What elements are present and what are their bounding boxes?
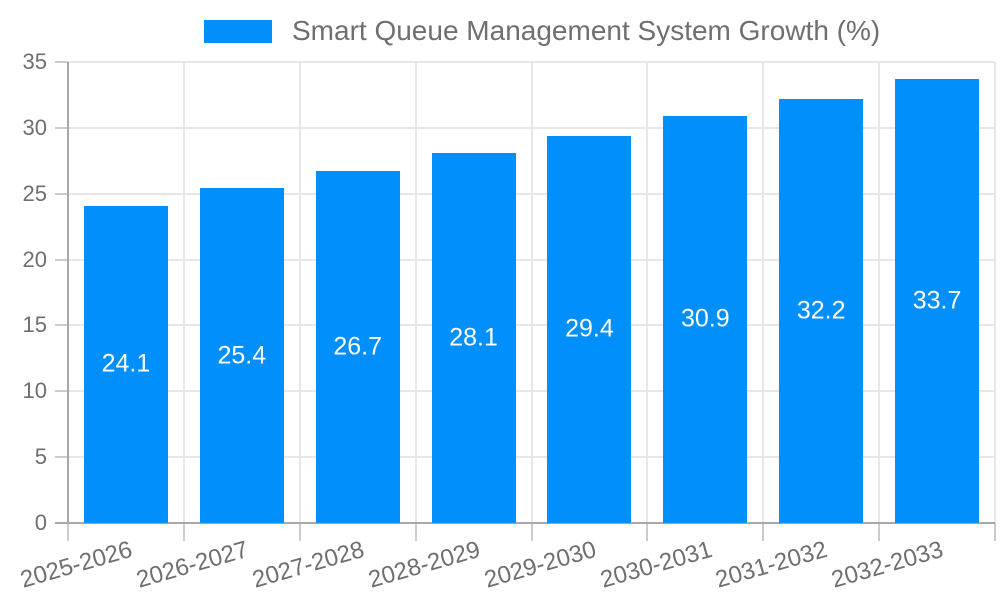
x-axis-tick	[182, 523, 185, 541]
y-axis-tick	[55, 192, 68, 195]
y-axis-tick	[55, 61, 68, 63]
y-axis-tick	[55, 324, 68, 327]
bar[interactable]: 24.1	[83, 205, 168, 523]
x-axis-tick	[530, 523, 533, 541]
bar[interactable]: 25.4	[199, 188, 284, 523]
y-axis-label: 30	[22, 114, 47, 140]
gridline-vertical	[878, 62, 881, 523]
gridline-vertical	[182, 62, 185, 523]
bar-value-label: 26.7	[333, 332, 383, 361]
y-axis-tick	[55, 456, 68, 459]
x-axis-line	[55, 522, 995, 524]
x-axis-tick	[994, 523, 996, 541]
x-axis-label: 2029-2030	[481, 536, 599, 594]
x-axis-label: 2027-2028	[249, 536, 368, 594]
y-axis-label: 25	[22, 180, 47, 206]
x-axis-tick	[414, 523, 417, 541]
bar[interactable]: 32.2	[779, 98, 864, 523]
y-axis-label: 15	[22, 312, 47, 338]
legend-swatch	[204, 19, 272, 43]
x-axis-label: 2032-2033	[828, 536, 947, 594]
bar-value-label: 25.4	[217, 341, 267, 370]
bar[interactable]: 26.7	[315, 171, 400, 523]
y-axis-tick	[55, 258, 68, 261]
bar[interactable]: 33.7	[895, 79, 980, 523]
x-axis-tick	[298, 523, 301, 541]
legend-item[interactable]: Smart Queue Management System Growth (%)	[204, 8, 880, 54]
y-axis-label: 35	[22, 49, 47, 74]
y-axis-label: 0	[34, 510, 47, 535]
y-axis-label: 10	[22, 378, 47, 404]
y-axis-tick	[55, 390, 68, 393]
bar-value-label: 28.1	[449, 323, 498, 352]
legend-label: Smart Queue Management System Growth (%)	[292, 15, 881, 46]
bar[interactable]: 30.9	[663, 116, 748, 523]
bar-value-label: 24.1	[101, 349, 151, 378]
gridline-vertical	[994, 62, 996, 523]
bar-value-label: 29.4	[565, 314, 614, 343]
y-axis-label: 5	[34, 444, 47, 470]
x-axis-label: 2025-2026	[17, 536, 136, 594]
y-axis-line	[67, 62, 69, 523]
x-axis-tick	[762, 523, 765, 541]
x-axis-label: 2028-2029	[365, 536, 484, 594]
gridline-vertical	[298, 62, 301, 523]
bar-value-label: 33.7	[912, 286, 962, 315]
bar[interactable]: 29.4	[547, 135, 632, 523]
x-axis-tick	[646, 523, 649, 541]
gridline-vertical	[414, 62, 417, 523]
bar[interactable]: 28.1	[431, 152, 516, 523]
y-axis-tick	[55, 126, 68, 129]
x-axis-tick	[67, 523, 69, 541]
gridline-vertical	[530, 62, 533, 523]
bar-value-label: 32.2	[796, 296, 846, 325]
x-axis-label: 2026-2027	[133, 536, 252, 594]
x-axis-label: 2031-2032	[712, 536, 831, 594]
gridline-vertical	[762, 62, 765, 523]
bar-value-label: 30.9	[680, 304, 730, 333]
gridline-vertical	[646, 62, 649, 523]
y-axis-label: 20	[22, 246, 47, 272]
x-axis-tick	[878, 523, 881, 541]
x-axis-label: 2030-2031	[596, 536, 715, 594]
